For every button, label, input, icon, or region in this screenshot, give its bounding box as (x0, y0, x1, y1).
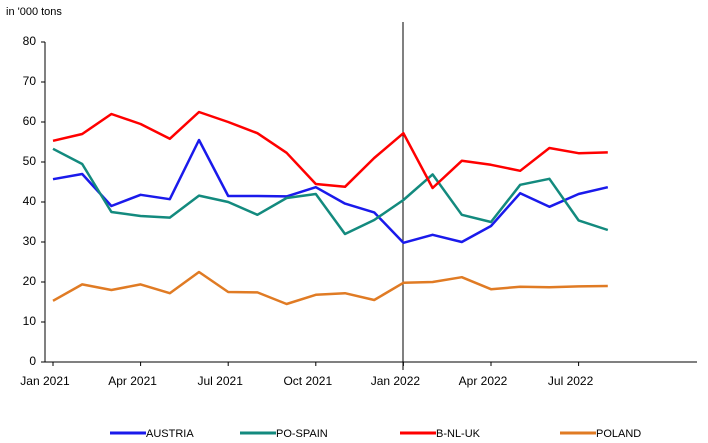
y-tick-label: 30 (23, 234, 37, 248)
y-tick-label: 50 (23, 154, 37, 168)
y-axis-label: in '000 tons (6, 6, 62, 18)
x-tick-label: Oct 2021 (283, 374, 332, 388)
legend-label: POLAND (596, 428, 641, 440)
y-tick-label: 80 (23, 34, 37, 48)
y-tick-label: 10 (23, 314, 37, 328)
y-tick-label: 0 (29, 354, 36, 368)
series-line (52, 110, 608, 190)
x-tick-label: Jan 2022 (371, 374, 421, 388)
x-tick-label: Jul 2022 (548, 374, 594, 388)
x-tick-label: Apr 2022 (459, 374, 508, 388)
y-tick-label: 20 (23, 274, 37, 288)
x-tick-label: Jul 2021 (198, 374, 244, 388)
series-line (52, 147, 609, 236)
legend-label: PO-SPAIN (276, 428, 328, 440)
series-line (52, 138, 609, 245)
y-tick-label: 40 (23, 194, 37, 208)
series-line (52, 270, 608, 306)
legend-label: B-NL-UK (436, 428, 481, 440)
legend-label: AUSTRIA (146, 428, 194, 440)
x-tick-label: Apr 2021 (108, 374, 157, 388)
y-tick-label: 60 (23, 114, 37, 128)
x-tick-label: Jan 2021 (20, 374, 70, 388)
y-tick-label: 70 (23, 74, 37, 88)
